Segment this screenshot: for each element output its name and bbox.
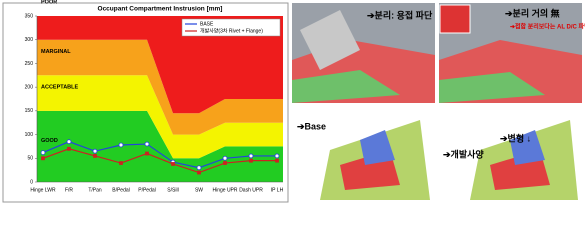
band-label: MARGINAL [41, 49, 71, 55]
panel-1: ➔분리: 용접 파단 ➔Base [292, 3, 435, 202]
point [93, 154, 97, 158]
x-tick-label: Dash UPR [239, 187, 263, 193]
y-tick-label: 300 [25, 37, 34, 43]
page: Occupant Compartment Instrusion [mm] GOO… [2, 0, 585, 203]
x-tick-label: T/Pan [88, 187, 102, 193]
chart-title: Occupant Compartment Instrusion [mm] [98, 6, 223, 13]
rating-band [37, 39, 283, 135]
panel-label: ➔Base [297, 121, 326, 131]
x-tick-label: SW [195, 187, 203, 193]
point [40, 150, 46, 155]
band-label: ACCEPTABLE [41, 85, 79, 91]
rating-band [37, 75, 283, 159]
panel-label: ➔분리: 용접 파단 [367, 9, 433, 20]
panel-label: ➔개발사양 [443, 148, 484, 159]
y-tick-label: 350 [25, 13, 34, 19]
band-label: POOR [41, 0, 57, 5]
point [118, 142, 124, 148]
point [196, 165, 202, 171]
point [66, 139, 72, 145]
x-tick-label: F/R [65, 187, 73, 193]
point [223, 161, 227, 165]
point [249, 158, 253, 163]
point [92, 148, 98, 154]
rating-band [37, 16, 283, 114]
sim-shape [360, 130, 395, 165]
point [41, 156, 45, 161]
y-tick-label: 100 [25, 132, 34, 138]
sim-shape [510, 130, 545, 165]
point [222, 155, 228, 161]
legend-label: BASE [200, 21, 214, 27]
point [67, 146, 71, 151]
y-tick-label: 200 [25, 84, 34, 90]
panel-note: ➔변형 ↓ [500, 132, 531, 143]
point [119, 161, 123, 165]
x-tick-label: P/Pedal [138, 187, 156, 193]
panel-2: ➔분리 거의 無 ➔접합 분리보다는 AL D/C 파단 선행 ➔변형 ↓ ➔개… [439, 3, 585, 202]
series-line [42, 141, 277, 169]
inset [439, 4, 471, 34]
panel-note: ➔접합 분리보다는 AL D/C 파단 선행 [510, 23, 585, 31]
point [248, 153, 254, 159]
x-tick-label: S/Sill [167, 187, 178, 193]
point [197, 170, 201, 175]
chart: GOOD ACCEPTABLE MARGINAL POOR 0 50 100 150 200 25… [25, 0, 284, 193]
y-tick-label: 150 [25, 108, 34, 114]
series-line [42, 148, 277, 174]
x-tick-label: IP LH [271, 187, 284, 193]
legend-label: 개발사양(3차 Rivet + Flange) [200, 27, 263, 34]
sim-shape [439, 72, 545, 103]
y-tick-label: 0 [30, 179, 33, 185]
point [171, 162, 175, 166]
x-tick-label: B/Pedal [112, 187, 130, 193]
x-tick-label: Hinge LWR [30, 187, 56, 193]
point [144, 141, 150, 147]
x-tick-label: Hinge UPR [212, 187, 237, 193]
legend-box [181, 18, 281, 37]
point [145, 151, 149, 156]
y-tick-label: 250 [25, 61, 34, 67]
sim-shape [300, 10, 360, 70]
point [274, 153, 280, 159]
band-label: GOOD [41, 138, 58, 144]
panel-label: ➔분리 거의 無 [505, 7, 560, 18]
point [275, 158, 279, 163]
y-tick-label: 50 [27, 156, 33, 162]
sim-shape [292, 70, 400, 103]
